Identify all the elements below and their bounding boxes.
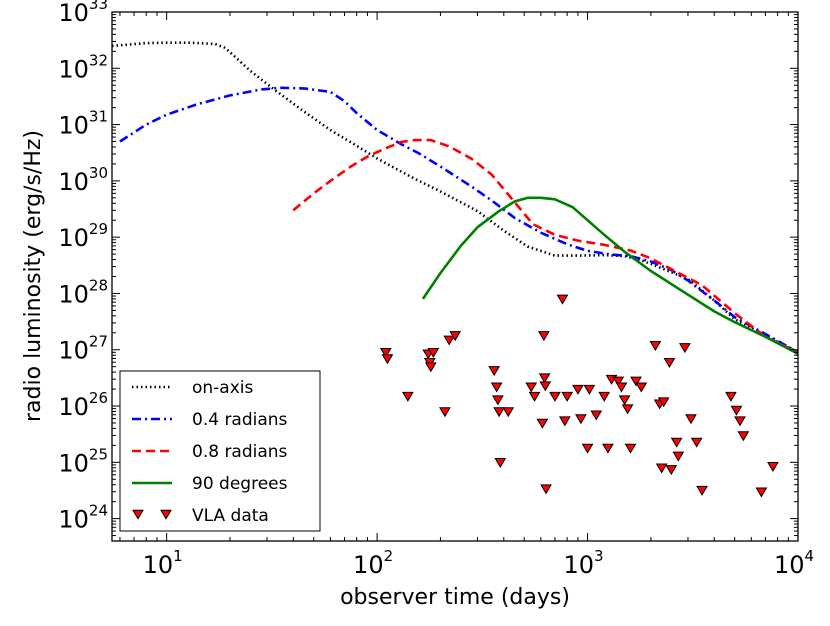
vla-point <box>492 395 504 406</box>
y-tick-label: 1031 <box>58 108 108 140</box>
vla-point <box>494 458 507 469</box>
legend-label: 0.4 radians <box>192 410 288 430</box>
vla-point <box>696 485 708 496</box>
vla-point <box>379 348 392 359</box>
y-tick-label: 1027 <box>58 333 108 365</box>
y-tick-label: 1033 <box>58 0 108 27</box>
vla-point <box>549 391 561 402</box>
series-line-3 <box>421 196 798 355</box>
legend-label: 0.8 radians <box>192 442 288 462</box>
vla-point <box>581 443 594 454</box>
vla-point <box>538 373 551 384</box>
legend-label: VLA data <box>192 506 269 526</box>
vla-point <box>575 414 587 425</box>
vla-point <box>690 437 703 448</box>
vla-point <box>655 463 668 474</box>
vla-point <box>621 404 634 415</box>
legend-swatch-triangle <box>132 509 144 520</box>
vla-point <box>540 484 552 495</box>
vla-point <box>685 414 697 425</box>
vla-point <box>672 451 685 462</box>
vla-point <box>561 391 574 402</box>
series-line-1 <box>119 86 798 354</box>
x-axis-label: observer time (days) <box>340 585 570 610</box>
y-axis: 1024 1025 1026 1027 1028 1029 1030 1031 1032 1033 <box>58 0 798 542</box>
y-tick-label: 1028 <box>58 276 108 308</box>
y-tick-label: 1030 <box>58 164 108 196</box>
vla-point <box>602 443 614 454</box>
vla-point <box>657 397 670 408</box>
vla-point <box>730 405 743 416</box>
y-axis-label: radio luminosity (erg/s/Hz) <box>21 130 46 422</box>
vla-point <box>488 366 501 377</box>
vla-point <box>590 410 603 421</box>
vla-point <box>737 431 750 442</box>
vla-point <box>734 416 746 427</box>
vla-point <box>539 381 552 392</box>
vla-data-layer <box>379 294 779 498</box>
x-tick-label: 104 <box>774 547 814 579</box>
legend-label: 90 degrees <box>192 474 288 494</box>
vla-point <box>670 437 683 448</box>
vla-point <box>598 391 611 402</box>
vla-point <box>635 382 648 393</box>
x-tick-label: 102 <box>353 547 393 579</box>
vla-point <box>536 418 549 429</box>
x-axis: 101 102 103 104 <box>119 12 814 579</box>
series-layer <box>112 41 798 355</box>
series-line-2 <box>292 138 798 354</box>
vla-point <box>556 294 569 305</box>
vla-point <box>439 407 451 418</box>
vla-point <box>615 382 628 393</box>
vla-point <box>618 395 631 406</box>
vla-point <box>583 384 596 395</box>
vla-point <box>612 376 625 387</box>
vla-point <box>424 362 437 373</box>
x-tick-label: 101 <box>143 547 183 579</box>
y-tick-label: 1032 <box>58 51 108 83</box>
vla-point <box>665 465 678 476</box>
vla-point <box>525 382 538 393</box>
y-tick-label: 1029 <box>58 220 108 252</box>
y-tick-label: 1025 <box>58 445 108 477</box>
legend-label: on-axis <box>192 378 254 398</box>
vla-point <box>725 391 737 402</box>
y-tick-label: 1026 <box>58 389 108 421</box>
vla-point <box>755 487 768 498</box>
vla-point <box>537 331 550 342</box>
series-line-0 <box>112 41 798 354</box>
vla-point <box>630 376 642 387</box>
y-tick-label: 1024 <box>58 502 108 534</box>
vla-point <box>663 357 676 368</box>
vla-point <box>427 348 440 359</box>
vla-point <box>493 407 505 418</box>
vla-point <box>443 335 456 346</box>
vla-point <box>572 384 584 395</box>
vla-point <box>624 443 637 454</box>
vla-point <box>490 382 503 393</box>
legend: on-axis 0.4 radians 0.8 radians 90 degrees V… <box>119 370 321 532</box>
vla-point <box>528 391 541 402</box>
vla-point <box>767 462 779 473</box>
legend-swatch-triangle <box>160 509 172 520</box>
vla-point <box>449 331 462 342</box>
vla-point <box>649 341 662 352</box>
vla-point <box>381 354 394 365</box>
vla-point <box>678 343 691 354</box>
vla-point <box>558 416 571 427</box>
x-tick-label: 103 <box>564 547 604 579</box>
vla-point <box>502 407 515 418</box>
vla-point <box>401 391 414 402</box>
